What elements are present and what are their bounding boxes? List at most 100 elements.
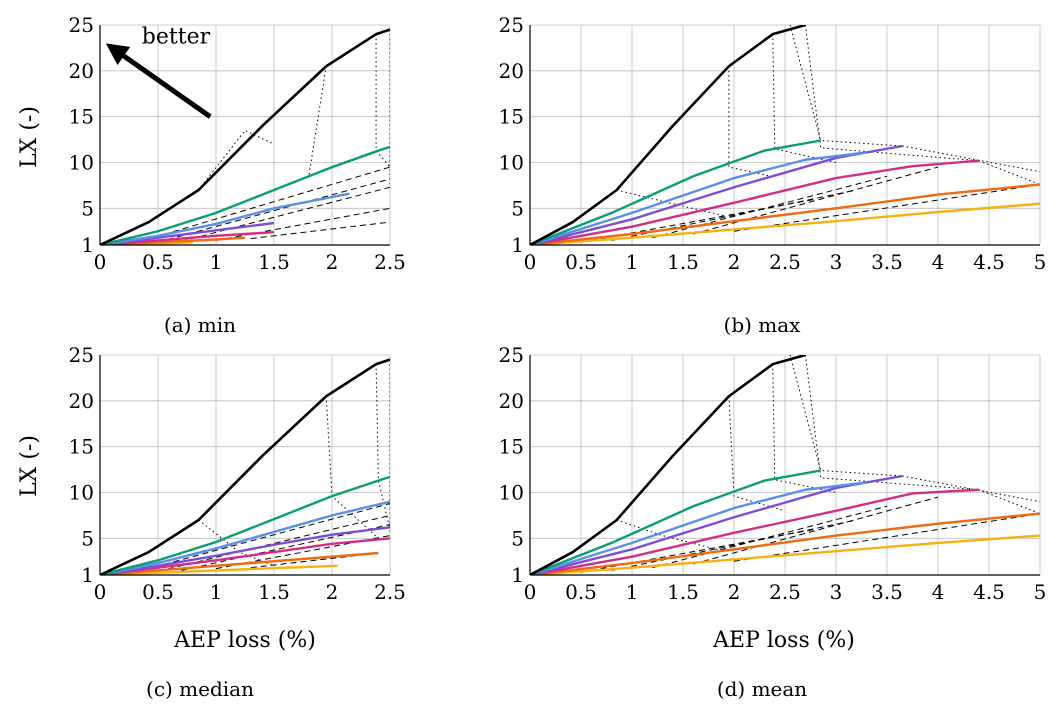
x-tick-label: 0 bbox=[524, 250, 537, 274]
dashed-line bbox=[652, 505, 888, 569]
y-tick-label: 20 bbox=[499, 59, 524, 83]
x-tick-label: 0.5 bbox=[565, 580, 597, 604]
x-tick-label: 4 bbox=[932, 580, 945, 604]
annotation-better: better bbox=[142, 24, 211, 49]
series-line-purple bbox=[100, 526, 390, 575]
x-tick-label: 2.5 bbox=[769, 580, 801, 604]
dotted-line bbox=[804, 25, 979, 162]
xlabel-d: AEP loss (%) bbox=[712, 628, 855, 653]
series-group-d bbox=[530, 355, 1040, 575]
x-tick-label: 3 bbox=[830, 580, 843, 604]
y-tick-label: 5 bbox=[81, 196, 94, 220]
series-line-green bbox=[530, 469, 821, 575]
better-arrow-head bbox=[105, 43, 131, 65]
series-line-orange bbox=[530, 183, 1040, 245]
grid-a bbox=[99, 24, 391, 246]
x-tick-label: 0 bbox=[94, 250, 107, 274]
y-tick-label: 1 bbox=[511, 563, 524, 587]
y-tick-label: 10 bbox=[499, 481, 524, 505]
dotted-line bbox=[902, 145, 1040, 173]
x-tick-label: 1.5 bbox=[258, 580, 290, 604]
series-line-black bbox=[100, 358, 390, 575]
y-tick-label: 20 bbox=[69, 59, 94, 83]
dashed-line bbox=[215, 207, 390, 241]
x-tick-label: 2 bbox=[728, 250, 741, 274]
series-line-yellow bbox=[530, 534, 1040, 575]
dotted-line bbox=[375, 364, 390, 530]
series-line-black bbox=[530, 355, 806, 575]
panel-d: AEP loss (%) (d) mean 0 0.5 1 1.5 2 2.5 3 3.5 4 4… bbox=[499, 343, 1047, 701]
series-line-blue bbox=[100, 192, 350, 245]
y-tick-label: 5 bbox=[511, 196, 524, 220]
dotted-line bbox=[198, 129, 275, 191]
dotted-line bbox=[616, 519, 724, 552]
grid-b bbox=[529, 24, 1041, 246]
y-tick-label: 15 bbox=[499, 105, 524, 129]
x-tick-label: 2 bbox=[326, 250, 339, 274]
dotted-line bbox=[789, 25, 903, 147]
y-tick-label: 10 bbox=[69, 481, 94, 505]
y-tick-label: 10 bbox=[69, 151, 94, 175]
caption-c: (c) median bbox=[146, 677, 254, 701]
series-line-orange bbox=[100, 551, 379, 575]
dashed-line bbox=[693, 496, 939, 565]
caption-b: (b) max bbox=[724, 313, 802, 337]
y-tick-label: 1 bbox=[511, 233, 524, 257]
dashed-line bbox=[250, 221, 390, 240]
x-tick-label: 1 bbox=[210, 580, 223, 604]
better-arrow bbox=[122, 53, 212, 119]
x-tick-label: 0.5 bbox=[142, 250, 174, 274]
dashed-line bbox=[181, 524, 390, 571]
y-tick-label: 25 bbox=[69, 343, 94, 367]
x-tick-label: 1.5 bbox=[667, 250, 699, 274]
series-group-a bbox=[100, 28, 390, 245]
y-tick-label: 25 bbox=[499, 13, 524, 37]
caption-d: (d) mean bbox=[717, 677, 807, 701]
dashed-lines-d bbox=[580, 355, 1040, 573]
dashed-line bbox=[134, 166, 390, 244]
y-tick-label: 5 bbox=[81, 526, 94, 550]
x-tick-label: 3 bbox=[830, 250, 843, 274]
xlabel-c: AEP loss (%) bbox=[173, 628, 316, 653]
x-tick-label: 2.5 bbox=[374, 580, 406, 604]
y-tick-label: 15 bbox=[499, 435, 524, 459]
dashed-line bbox=[250, 552, 379, 569]
dashed-lines-c bbox=[134, 359, 390, 573]
dotted-line bbox=[728, 396, 786, 512]
x-tick-label: 4 bbox=[932, 250, 945, 274]
x-tick-label: 2 bbox=[326, 580, 339, 604]
y-tick-label: 1 bbox=[81, 563, 94, 587]
series-line-blue bbox=[530, 481, 867, 575]
y-tick-label: 20 bbox=[499, 389, 524, 413]
series-line-yellow bbox=[100, 564, 338, 575]
dotted-line bbox=[978, 160, 1040, 185]
x-tick-label: 2.5 bbox=[374, 250, 406, 274]
y-tick-label: 1 bbox=[81, 233, 94, 257]
series-line-magenta bbox=[530, 488, 979, 575]
panel-c: LX (-) AEP loss (%) (c) median 0 0.5 1 1.5 2… bbox=[17, 343, 406, 701]
series-group-b bbox=[530, 25, 1040, 245]
dashed-line bbox=[611, 519, 857, 571]
dotted-line bbox=[902, 475, 1040, 503]
series-line-black bbox=[100, 28, 390, 245]
dashed-line bbox=[134, 503, 390, 573]
series-group-c bbox=[100, 358, 390, 575]
ylabel-a: LX (-) bbox=[17, 106, 42, 168]
dashed-line bbox=[181, 186, 390, 242]
series-line-blue bbox=[530, 151, 867, 245]
y-tick-label: 25 bbox=[499, 343, 524, 367]
dotted-line bbox=[308, 66, 379, 178]
dashed-line bbox=[733, 184, 1040, 232]
ylabel-c: LX (-) bbox=[17, 435, 42, 497]
x-tick-label: 2.5 bbox=[769, 250, 801, 274]
dashed-line bbox=[693, 166, 939, 235]
x-tick-label: 1 bbox=[210, 250, 223, 274]
caption-a: (a) min bbox=[164, 313, 236, 337]
dotted-line bbox=[375, 34, 390, 168]
series-line-green bbox=[100, 145, 390, 245]
x-tick-label: 0.5 bbox=[565, 250, 597, 274]
x-tick-label: 3.5 bbox=[871, 250, 903, 274]
